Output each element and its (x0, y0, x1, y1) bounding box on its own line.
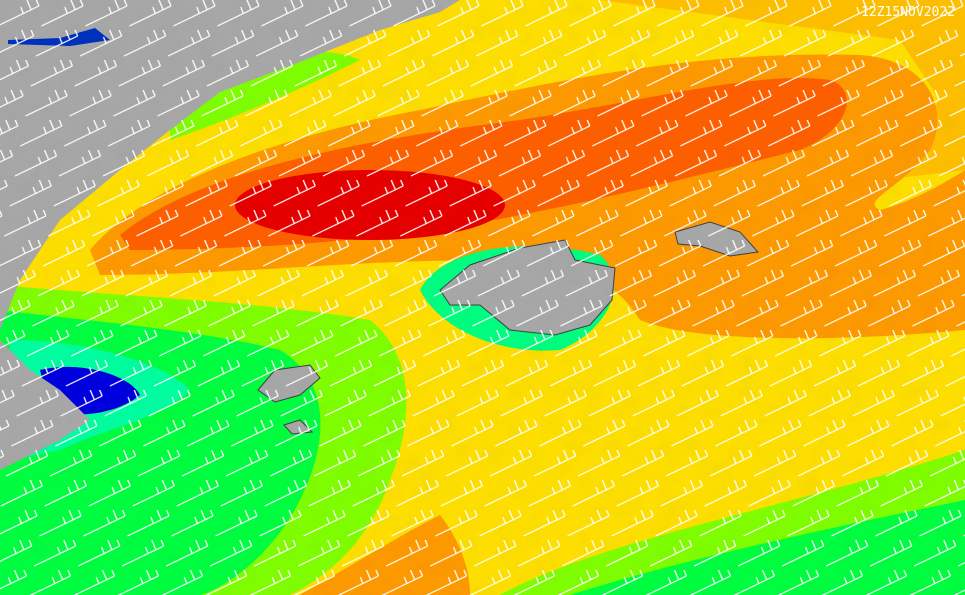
timestamp: 12Z15NOV2022 (861, 5, 955, 20)
